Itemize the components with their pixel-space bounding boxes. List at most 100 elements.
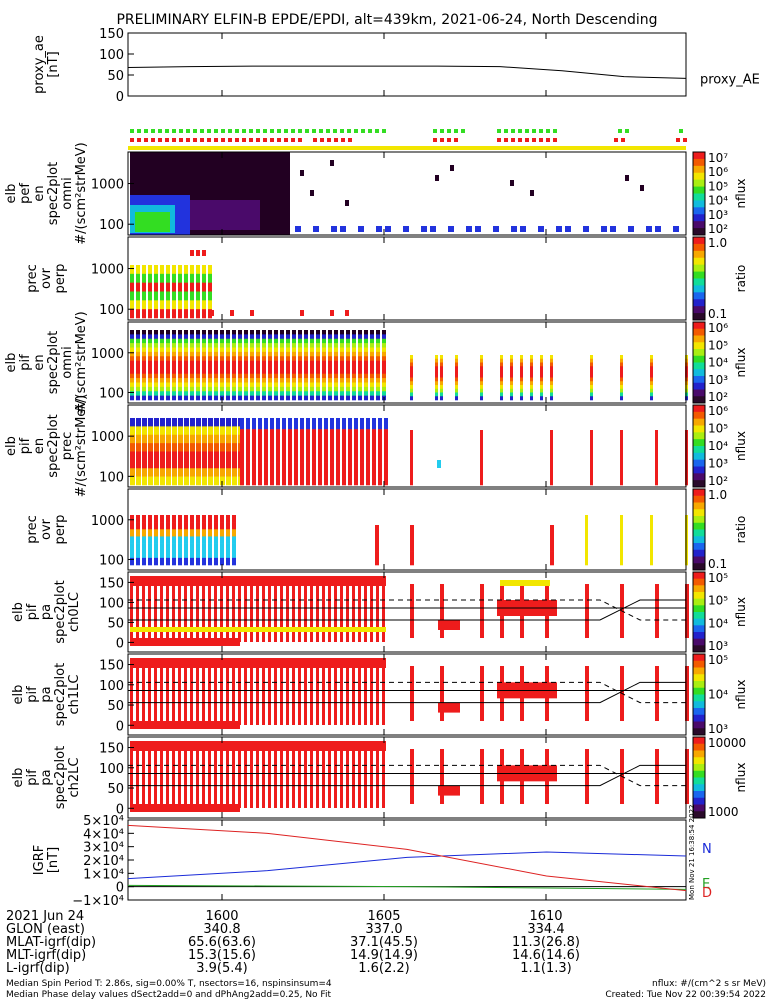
- spectrogram-cell: [148, 365, 152, 370]
- spectrogram-cell: [364, 658, 367, 725]
- spectrogram-cell: [136, 351, 140, 357]
- spectrogram-cell: [304, 347, 308, 353]
- spectrogram-cell: [376, 334, 380, 340]
- spectrogram-cell: [214, 443, 219, 452]
- spectrogram-cell: [274, 741, 277, 808]
- spectrogram-cell: [348, 451, 352, 463]
- spectrogram-cell: [480, 443, 483, 458]
- spectrogram-cell: [292, 338, 296, 344]
- spectrogram-cell: [178, 434, 183, 444]
- spectrogram-cell: [220, 369, 224, 375]
- spectrogram-cell: [334, 338, 338, 344]
- p4-colorbar-tick: 10²: [708, 474, 728, 488]
- spectrogram-cell: [262, 356, 266, 361]
- spectrogram-cell: [610, 226, 616, 232]
- spectrogram-cell: [160, 529, 164, 537]
- spectrogram-cell: [382, 365, 386, 370]
- spectrogram-cell: [258, 418, 262, 430]
- spectrogram-cell: [370, 373, 374, 379]
- spectrogram-cell: [336, 462, 340, 475]
- spectrogram-cell: [226, 515, 230, 523]
- spectrogram-cell: [328, 378, 332, 383]
- spectrogram-cell: [376, 391, 380, 396]
- spectrogram-cell: [196, 395, 200, 401]
- spectrogram-cell: [312, 451, 316, 463]
- footer-row-label: 2021 Jun 24: [6, 909, 84, 924]
- spectrogram-cell: [250, 386, 254, 392]
- spectrogram-cell: [232, 343, 236, 348]
- p2-colorbar-label: ratio: [734, 265, 748, 293]
- status-marker-green: [553, 129, 557, 133]
- spectrogram-cell: [324, 440, 328, 452]
- spectrogram-cell: [480, 366, 483, 371]
- spectrogram-cell: [590, 370, 593, 375]
- anti-loss-cone-boundary: [128, 681, 686, 704]
- p6-colorbar-segment: [693, 572, 705, 580]
- spectrogram-cell: [202, 522, 206, 530]
- spectrogram-cell: [364, 373, 368, 379]
- status-marker-red: [532, 138, 536, 142]
- spectrogram-cell: [148, 369, 152, 375]
- spectrogram-cell: [282, 451, 286, 463]
- status-marker-green: [497, 129, 501, 133]
- spectrogram-cell: [142, 338, 146, 344]
- spectrogram-cell: [166, 300, 170, 310]
- status-marker-green: [130, 129, 134, 133]
- spectrogram-cell: [136, 434, 141, 444]
- spectrogram-cell: [312, 429, 316, 441]
- spectrogram-cell: [166, 576, 169, 642]
- spectrogram-cell: [172, 459, 177, 469]
- spectrogram-cell: [178, 382, 182, 388]
- spectrogram-cell: [370, 382, 374, 388]
- spectrogram-cell: [142, 330, 146, 335]
- spectrogram-cell: [178, 391, 182, 396]
- spectrogram-cell: [190, 529, 194, 537]
- status-marker-green: [193, 129, 197, 133]
- spectrogram-cell: [328, 369, 332, 375]
- spectrogram-cell: [270, 451, 274, 463]
- status-marker-red: [525, 138, 529, 142]
- spectrogram-cell: [540, 373, 543, 378]
- spectrogram-cell: [214, 365, 218, 370]
- spectrogram-cell: [346, 658, 349, 725]
- p7-colorbar-segment: [693, 701, 705, 709]
- spectrogram-cell: [500, 358, 503, 363]
- spectrogram-cell: [238, 658, 241, 725]
- p4-colorbar-tick: 10⁴: [708, 439, 728, 453]
- spectrogram-cell: [346, 395, 350, 401]
- p4-ylabel: en: [32, 438, 47, 454]
- spectrogram-cell: [244, 576, 247, 642]
- spectrogram-cell: [148, 434, 153, 444]
- spectrogram-cell: [220, 515, 224, 523]
- p7-ylabel: ch1LC: [67, 675, 82, 715]
- p3-colorbar-segment: [693, 335, 705, 343]
- spectrogram-cell: [342, 429, 346, 441]
- spectrogram-cell: [276, 462, 280, 475]
- spectrogram-cell: [268, 347, 272, 353]
- spectrogram-cell: [148, 395, 152, 401]
- spectrogram-cell: [130, 347, 134, 353]
- spectrogram-cell: [130, 468, 135, 477]
- spectrogram-cell: [440, 396, 443, 401]
- spectrogram-cell: [530, 396, 533, 401]
- spectrogram-cell: [352, 386, 356, 392]
- spectrogram-cell: [276, 429, 280, 441]
- spectrogram-cell: [352, 382, 356, 388]
- p6-colorbar-label: nflux: [734, 597, 748, 627]
- spectrogram-cell: [220, 543, 224, 552]
- status-marker-red: [621, 138, 625, 142]
- spectrogram-cell: [306, 451, 310, 463]
- spectrogram-cell: [480, 392, 483, 397]
- p2-ylabel: perp: [53, 264, 68, 294]
- status-marker-green: [461, 129, 465, 133]
- spectrogram-cell: [316, 382, 320, 388]
- spectrogram-cell: [160, 395, 164, 401]
- spectrogram-cell: [160, 360, 164, 366]
- spectrogram-cell: [318, 451, 322, 463]
- spectrogram-cell: [328, 330, 332, 335]
- spectrogram-cell: [154, 360, 158, 366]
- spectrogram-cell: [500, 373, 503, 378]
- spectrogram-cell: [190, 434, 195, 444]
- spectrogram-cell: [300, 170, 304, 176]
- spectrogram-cell: [202, 434, 207, 444]
